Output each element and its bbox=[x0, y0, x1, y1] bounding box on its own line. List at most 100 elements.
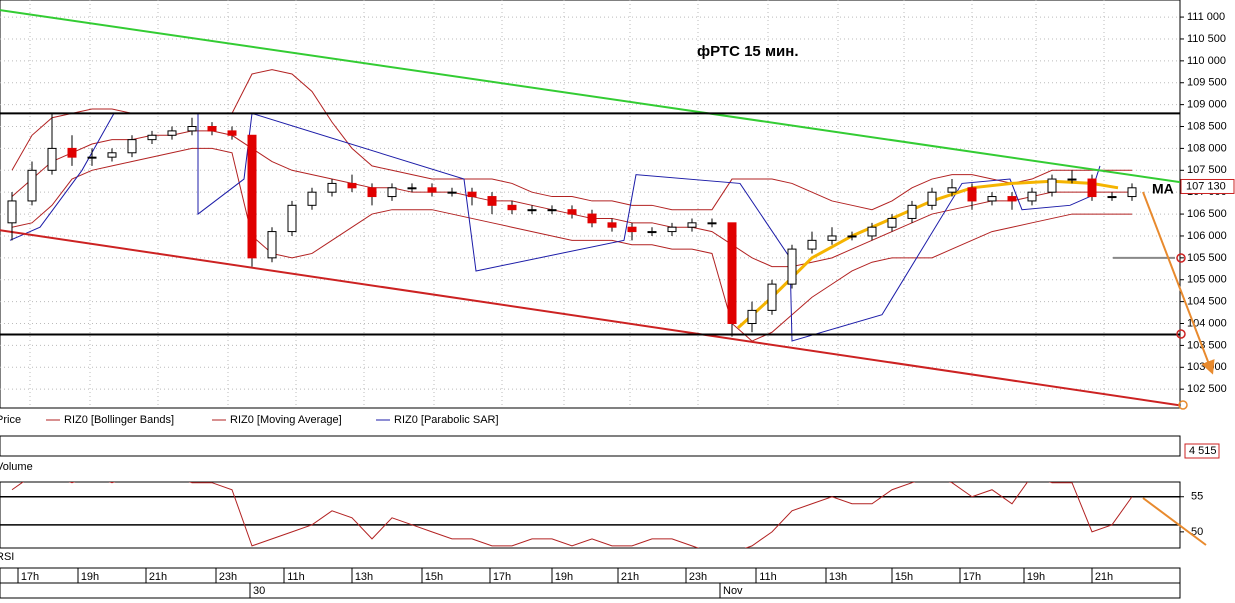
candle-body bbox=[367, 187, 377, 198]
marker-circle bbox=[1178, 400, 1188, 410]
x-tick-label: 17h bbox=[21, 571, 39, 583]
y-tick-label: 104 500 bbox=[1187, 296, 1227, 308]
x-tick-label: 17h bbox=[963, 571, 981, 583]
candle-body bbox=[1127, 187, 1137, 198]
x-tick-label: 19h bbox=[81, 571, 99, 583]
trend-line bbox=[0, 229, 1180, 407]
x-tick-label: 15h bbox=[895, 571, 913, 583]
legend-label: RIZ0 [Moving Average] bbox=[230, 414, 342, 426]
y-tick-label: 103 500 bbox=[1187, 339, 1227, 351]
y-tick-label: 111 000 bbox=[1187, 11, 1225, 23]
y-tick-label: 104 000 bbox=[1187, 317, 1227, 329]
candle-body bbox=[407, 187, 417, 190]
candle-body bbox=[527, 209, 537, 212]
legend-label: RIZ0 [Bollinger Bands] bbox=[64, 414, 174, 426]
volume-tag bbox=[1184, 443, 1220, 459]
candle-body bbox=[167, 130, 177, 136]
candle-body bbox=[447, 191, 457, 194]
candle-body bbox=[507, 204, 517, 211]
bollinger-lower bbox=[11, 147, 1132, 342]
volume-value: 4 515 bbox=[1189, 445, 1217, 457]
legend-label: RIZ0 [Parabolic SAR] bbox=[394, 414, 499, 426]
x-tick-label: 13h bbox=[355, 571, 373, 583]
candle-body bbox=[747, 309, 757, 325]
candle-body bbox=[1007, 196, 1017, 202]
candle-body bbox=[627, 226, 637, 233]
y-tick-label: 107 500 bbox=[1187, 164, 1227, 176]
x-tick-label: 11h bbox=[287, 571, 305, 583]
rsi-chart bbox=[0, 482, 1180, 548]
x-tick-label: 19h bbox=[555, 571, 573, 583]
candle-body bbox=[1047, 178, 1057, 193]
x-tick-label: 23h bbox=[219, 571, 237, 583]
chart-title: фРТС 15 мин. bbox=[697, 43, 799, 60]
trend-line bbox=[0, 9, 1180, 184]
candle-body bbox=[1107, 196, 1117, 199]
y-tick-label: 106 000 bbox=[1187, 230, 1227, 242]
candle-body bbox=[47, 147, 57, 171]
candle-body bbox=[667, 226, 677, 233]
y-tick-label: 110 000 bbox=[1187, 55, 1226, 67]
volume-panel bbox=[0, 435, 1181, 457]
y-tick-label: 108 000 bbox=[1187, 142, 1227, 154]
y-tick-label: 102 500 bbox=[1187, 383, 1227, 395]
candle-body bbox=[567, 209, 577, 215]
candle-body bbox=[127, 139, 137, 154]
candle-body bbox=[707, 222, 717, 225]
candle-body bbox=[247, 134, 257, 259]
candle-body bbox=[347, 182, 357, 189]
y-tick-label: 108 500 bbox=[1187, 120, 1227, 132]
candle-body bbox=[227, 130, 237, 136]
candle-body bbox=[987, 196, 997, 202]
candle-body bbox=[727, 222, 737, 325]
y-tick-label: 109 000 bbox=[1187, 99, 1227, 111]
candle-body bbox=[67, 147, 77, 158]
candle-body bbox=[387, 187, 397, 198]
annotation: MA bbox=[1152, 181, 1174, 197]
last-price-tag bbox=[1180, 178, 1235, 194]
candle-body bbox=[587, 213, 597, 224]
y-tick-label: 105 000 bbox=[1187, 274, 1227, 286]
x-tick-label: 23h bbox=[689, 571, 707, 583]
y-tick-label: 109 500 bbox=[1187, 77, 1227, 89]
candle-body bbox=[467, 191, 477, 198]
candle-body bbox=[607, 222, 617, 228]
x-tick-label: 19h bbox=[1027, 571, 1045, 583]
candle-body bbox=[27, 169, 37, 202]
marker-circle bbox=[1176, 253, 1186, 263]
candle-body bbox=[967, 187, 977, 202]
candles bbox=[7, 113, 1137, 337]
candle-body bbox=[807, 239, 817, 250]
x-tick-label: 11h bbox=[759, 571, 777, 583]
candle-body bbox=[187, 126, 197, 132]
candle-body bbox=[147, 134, 157, 141]
x-tick-label: 21h bbox=[149, 571, 167, 583]
rsi-panel bbox=[0, 481, 1181, 549]
candle-body bbox=[787, 248, 797, 285]
marker-circle bbox=[1176, 329, 1186, 339]
candle-body bbox=[1067, 178, 1077, 181]
candle-body bbox=[827, 235, 837, 241]
legend-price: Price bbox=[0, 414, 21, 426]
candle-body bbox=[87, 156, 97, 159]
candle-body bbox=[547, 209, 557, 212]
price-panel bbox=[0, 0, 1181, 409]
candle-body bbox=[847, 235, 857, 238]
y-tick-label: 103 000 bbox=[1187, 361, 1227, 373]
x-tick-label: 13h bbox=[829, 571, 847, 583]
candle-body bbox=[207, 126, 217, 132]
candle-body bbox=[1087, 178, 1097, 198]
candle-body bbox=[307, 191, 317, 206]
candle-body bbox=[927, 191, 937, 206]
candle-body bbox=[887, 217, 897, 228]
x-tick-label: 21h bbox=[1095, 571, 1113, 583]
candle-body bbox=[947, 187, 957, 193]
rsi-label: RSI bbox=[0, 551, 14, 563]
candle-body bbox=[647, 231, 657, 234]
rsi-tick-label: 55 bbox=[1191, 491, 1203, 503]
candle-body bbox=[287, 204, 297, 233]
candle-body bbox=[1027, 191, 1037, 202]
x-tick-label: 15h bbox=[425, 571, 443, 583]
candle-body bbox=[907, 204, 917, 219]
